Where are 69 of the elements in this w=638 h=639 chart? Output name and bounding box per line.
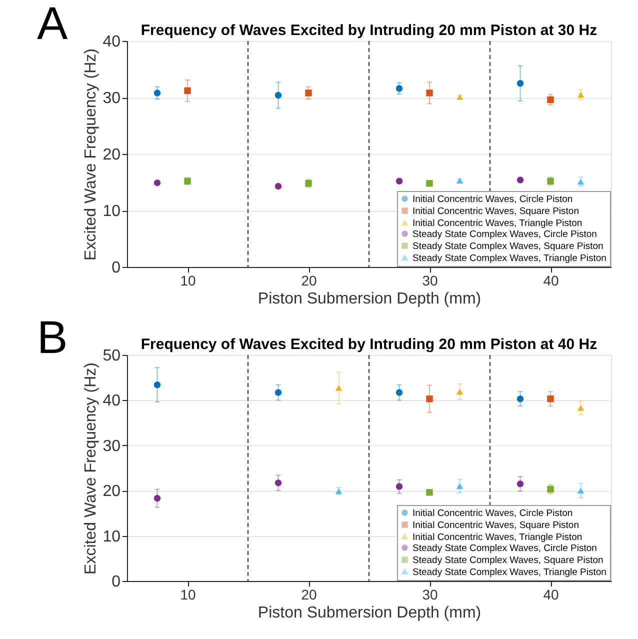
legend-label: Steady State Complex Waves, Circle Piston <box>412 228 597 240</box>
point <box>516 395 524 402</box>
x-tick-label: 20 <box>301 272 317 288</box>
y-axis-title: Excited Wave Frequency (Hz) <box>82 362 100 574</box>
point <box>396 85 403 92</box>
legend-label: Steady State Complex Waves, Triangle Piston <box>412 566 606 578</box>
point <box>184 87 191 94</box>
point <box>547 395 554 402</box>
x-tick-label: 40 <box>543 586 559 602</box>
point <box>154 90 161 96</box>
point <box>335 385 342 391</box>
point <box>274 92 282 99</box>
y-tick-label: 10 <box>102 528 121 546</box>
y-tick-label: 40 <box>102 34 121 50</box>
x-axis-title: Piston Submersion Depth (mm) <box>258 290 482 308</box>
y-tick-label: 0 <box>112 574 121 590</box>
x-tick-label: 30 <box>422 272 438 288</box>
y-tick-label: 50 <box>102 348 121 364</box>
point <box>516 80 524 87</box>
legend-label: Steady State Complex Waves, Square Piston <box>412 554 604 566</box>
x-axis-title: Piston Submersion Depth (mm) <box>258 604 482 622</box>
point <box>456 388 464 395</box>
legend-label: Initial Concentric Waves, Circle Piston <box>412 194 573 205</box>
y-tick-label: 20 <box>102 483 121 500</box>
point <box>426 90 433 96</box>
point <box>426 489 433 496</box>
legend-label: Initial Concentric Waves, Square Piston <box>412 520 580 531</box>
point <box>577 404 584 411</box>
point <box>274 389 282 396</box>
chart-title: Frequency of Waves Excited by Intruding 20 mm Piston at 40 Hz <box>140 336 598 353</box>
y-tick-label: 20 <box>102 146 121 164</box>
point <box>396 483 403 490</box>
point <box>274 182 282 190</box>
point <box>274 480 282 486</box>
point <box>577 488 584 494</box>
point <box>154 494 161 502</box>
legend-label: Initial Concentric Waves, Triangle Piston <box>412 218 582 229</box>
legend-label: Initial Concentric Waves, Triangle Piston <box>412 532 582 543</box>
point <box>154 179 161 186</box>
legend-label: Initial Concentric Waves, Circle Piston <box>412 508 573 519</box>
y-tick-label: 0 <box>112 260 121 276</box>
legend-label: Steady State Complex Waves, Triangle Piston <box>412 252 606 264</box>
text: B <box>37 311 68 363</box>
legend-label: Steady State Complex Waves, Square Piston <box>412 240 604 252</box>
chart-title: Frequency of Waves Excited by Intruding 20 mm Piston at 30 Hz <box>140 22 598 39</box>
point <box>577 92 584 98</box>
point <box>154 381 161 388</box>
point <box>516 176 524 184</box>
point <box>426 180 433 187</box>
point <box>456 483 464 489</box>
point <box>577 178 584 185</box>
x-tick-label: 10 <box>180 272 196 288</box>
y-tick-label: 10 <box>102 203 121 220</box>
legend-label: Steady State Complex Waves, Circle Piston <box>412 542 597 554</box>
y-axis-title: Excited Wave Frequency (Hz) <box>82 48 100 260</box>
point <box>426 395 433 402</box>
text: A <box>37 0 68 49</box>
legend-label: Initial Concentric Waves, Square Piston <box>412 206 580 217</box>
y-tick-label: 40 <box>102 392 121 410</box>
x-tick-label: 30 <box>422 586 438 602</box>
x-tick-label: 20 <box>301 586 317 602</box>
point <box>547 96 554 104</box>
x-tick-label: 10 <box>180 586 196 602</box>
point <box>396 389 403 396</box>
point <box>305 90 312 96</box>
y-tick-label: 30 <box>102 438 121 455</box>
y-tick-label: 30 <box>102 90 121 107</box>
point <box>516 480 524 488</box>
x-tick-label: 40 <box>543 272 559 288</box>
